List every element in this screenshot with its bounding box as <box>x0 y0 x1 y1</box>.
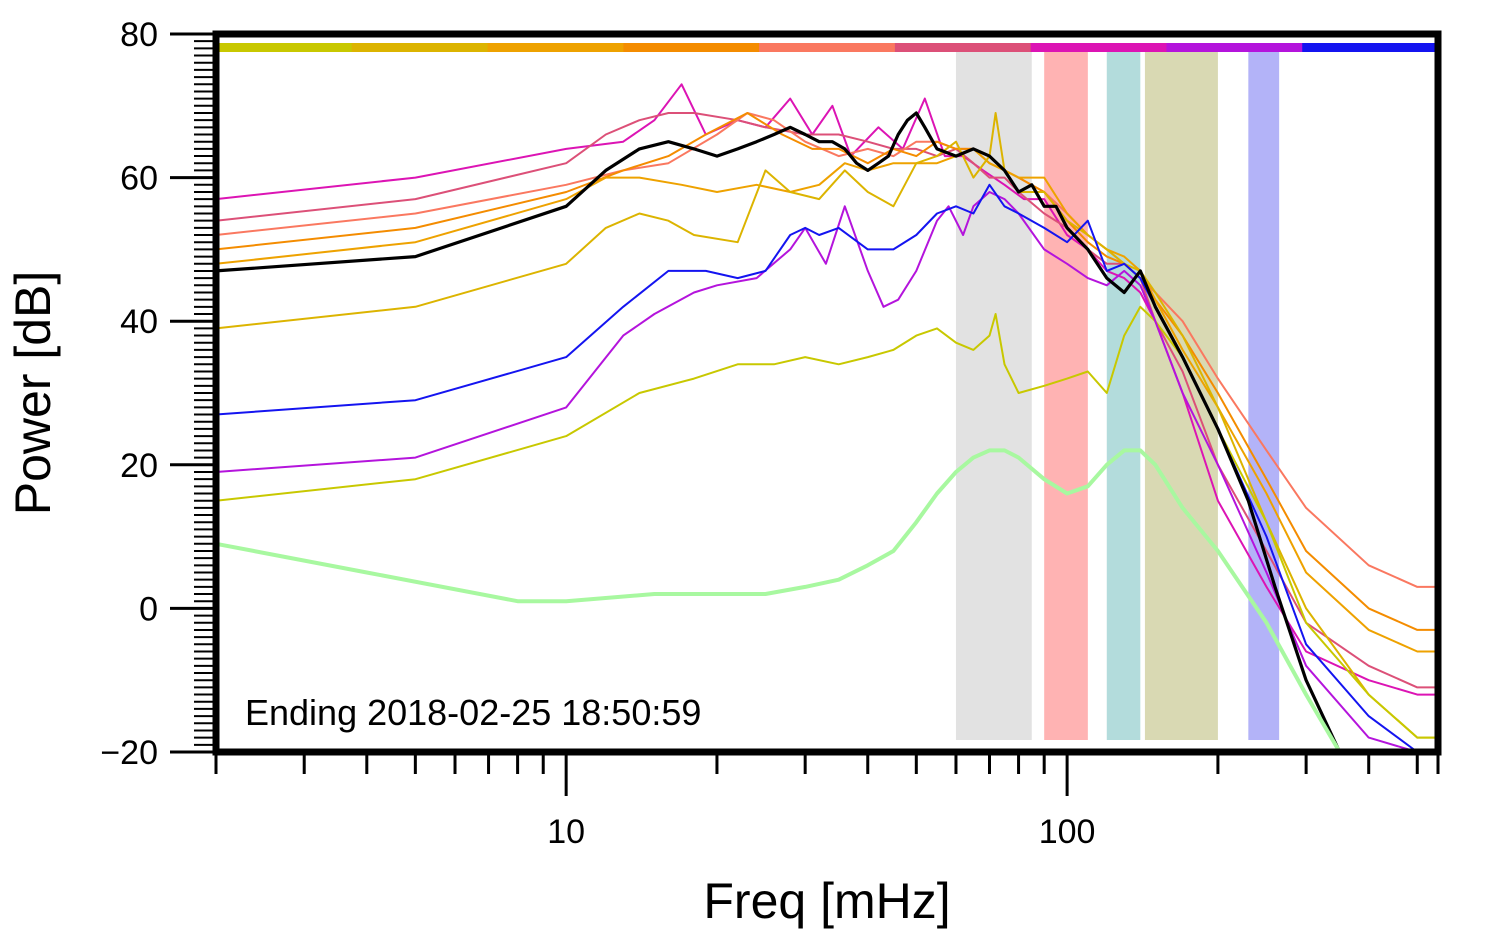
series-line-4 <box>215 147 1438 653</box>
y-tick-label: −20 <box>100 734 158 772</box>
frequency-band-3 <box>1144 50 1218 740</box>
y-tick-label: 80 <box>120 16 158 54</box>
color-strip-segment-5 <box>894 43 1032 52</box>
series-line-5 <box>215 112 1438 739</box>
y-tick-label: 60 <box>120 160 158 198</box>
x-tick-label: 100 <box>1039 813 1096 851</box>
y-tick-label: 20 <box>120 447 158 485</box>
y-tick-label: 40 <box>120 303 158 341</box>
color-strip-segment-7 <box>1166 43 1303 52</box>
frequency-band-4 <box>1248 50 1280 740</box>
annotation-ending-time: Ending 2018-02-25 18:50:59 <box>245 692 701 733</box>
color-strip-segment-0 <box>216 43 353 52</box>
data-series <box>215 83 1438 754</box>
color-strip-segment-4 <box>759 43 896 52</box>
color-strip-segment-1 <box>351 43 489 52</box>
y-axis: −20 0 20 40 60 80 <box>100 16 216 772</box>
frequency-band-1 <box>1044 50 1088 740</box>
frequency-bands <box>955 50 1280 740</box>
series-line-7 <box>215 191 1438 753</box>
x-tick-label: 10 <box>547 813 585 851</box>
top-color-strip <box>216 43 1439 52</box>
series-line-1 <box>215 112 1438 689</box>
x-axis-title: Freq [mHz] <box>703 873 950 929</box>
y-tick-label: 0 <box>139 590 158 628</box>
color-strip-segment-6 <box>1030 43 1167 52</box>
series-line-9 <box>215 111 1342 753</box>
color-strip-segment-2 <box>487 43 624 52</box>
y-axis-title: Power [dB] <box>5 271 61 516</box>
series-line-10 <box>215 448 1342 754</box>
color-strip-segment-8 <box>1302 43 1439 52</box>
color-strip-segment-3 <box>623 43 760 52</box>
frequency-band-2 <box>1106 50 1141 740</box>
x-axis: 10 100 <box>214 752 1440 851</box>
frequency-band-0 <box>955 50 1032 740</box>
